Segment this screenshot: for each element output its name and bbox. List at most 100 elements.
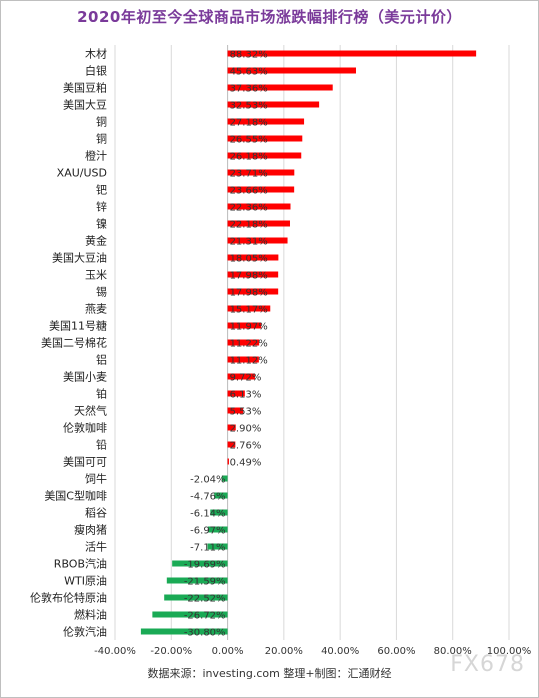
data-label: 22.36% xyxy=(230,203,268,214)
data-label: 11.97% xyxy=(230,322,268,333)
data-label: 5.53% xyxy=(230,407,262,418)
bar xyxy=(172,560,228,567)
category-label: RBOB汽油 xyxy=(54,557,107,571)
category-label: 木材 xyxy=(85,47,107,61)
category-label: 伦敦布伦特原油 xyxy=(30,591,107,605)
category-label: 稻谷 xyxy=(85,507,107,520)
data-label: 6.13% xyxy=(230,390,262,401)
category-label: 玉米 xyxy=(85,269,107,282)
data-label: 2.76% xyxy=(230,441,262,452)
category-label: 美国11号糖 xyxy=(49,319,107,333)
data-label: 23.71% xyxy=(230,169,268,180)
x-tick-label: 0.00% xyxy=(212,646,244,657)
category-label: 天然气 xyxy=(74,404,107,418)
x-tick-label: 20.00% xyxy=(265,646,303,657)
data-label: -2.04% xyxy=(190,475,225,486)
bar xyxy=(227,67,356,74)
x-tick-label: 80.00% xyxy=(434,646,472,657)
data-label: 18.05% xyxy=(230,254,268,265)
x-tick-label: 60.00% xyxy=(377,646,415,657)
category-label: 锌 xyxy=(96,200,107,214)
data-label: 17.98% xyxy=(230,288,268,299)
data-label: -26.72% xyxy=(184,611,226,622)
source-note: 数据来源：investing.com 整理+制图：汇通财经 xyxy=(147,667,392,680)
bar xyxy=(207,526,228,533)
data-label: 26.18% xyxy=(230,152,268,163)
bar xyxy=(227,390,245,397)
bar xyxy=(227,441,236,448)
data-label: -19.69% xyxy=(184,560,226,571)
data-label: 9.72% xyxy=(230,373,262,384)
data-label: 88.32% xyxy=(230,50,268,61)
category-label: 活牛 xyxy=(85,540,107,554)
x-tick-label: -20.00% xyxy=(150,646,192,657)
bar xyxy=(227,220,290,227)
bar xyxy=(227,101,320,108)
data-label: 17.98% xyxy=(230,271,268,282)
data-label: 0.49% xyxy=(230,458,262,469)
data-label: 22.18% xyxy=(230,220,268,231)
category-label: 铂 xyxy=(96,387,107,401)
category-label: 美国大豆油 xyxy=(52,251,107,265)
category-label: 瘦肉猪 xyxy=(74,523,107,537)
bar xyxy=(227,135,303,142)
data-label: -4.76% xyxy=(190,492,225,503)
data-label: -21.59% xyxy=(184,577,226,588)
category-label: 美国大豆 xyxy=(63,98,107,112)
bar xyxy=(166,577,228,584)
bar xyxy=(210,509,228,516)
category-label: 钯 xyxy=(96,184,107,197)
category-label: 美国二号棉花 xyxy=(41,336,107,350)
bar xyxy=(227,271,279,278)
bar xyxy=(227,458,229,465)
bar xyxy=(227,356,259,363)
category-label: 伦敦汽油 xyxy=(63,625,107,639)
data-label: 11.12% xyxy=(230,356,268,367)
category-label: 铜 xyxy=(96,132,107,146)
bar xyxy=(207,543,228,550)
category-label: 伦敦咖啡 xyxy=(63,421,107,435)
bar xyxy=(227,118,305,125)
data-label: 21.31% xyxy=(230,237,268,248)
data-label: 32.53% xyxy=(230,101,268,112)
category-label: 铝 xyxy=(96,353,107,367)
data-label: 37.36% xyxy=(230,84,268,95)
bar xyxy=(227,373,255,380)
bar xyxy=(214,492,228,499)
category-label: 美国豆粕 xyxy=(63,81,107,95)
x-tick-label: 40.00% xyxy=(321,646,359,657)
category-label: 铜 xyxy=(96,115,107,129)
bar xyxy=(227,84,333,91)
data-label: 2.90% xyxy=(230,424,262,435)
bar xyxy=(164,594,228,601)
category-label: 美国C型咖啡 xyxy=(44,489,107,503)
chart-title: 2020年初至今全球商品市场涨跌幅排行榜（美元计价） xyxy=(77,8,462,26)
category-label: 黄金 xyxy=(85,234,107,248)
x-tick-label: 100.00% xyxy=(487,646,532,657)
category-label: 白银 xyxy=(85,64,107,78)
bar xyxy=(227,169,295,176)
data-label: 15.17% xyxy=(230,305,268,316)
category-label: 美国小麦 xyxy=(63,371,107,384)
data-label: 45.63% xyxy=(230,67,268,78)
data-label: 23.66% xyxy=(230,186,268,197)
category-label: 铅 xyxy=(96,438,107,452)
bar xyxy=(227,424,236,431)
bar xyxy=(227,407,244,414)
bar xyxy=(221,475,228,482)
bar xyxy=(227,186,295,193)
data-label: -6.14% xyxy=(190,509,225,520)
category-label: XAU/USD xyxy=(57,167,107,180)
category-label: 锡 xyxy=(96,285,107,299)
data-label: 27.18% xyxy=(230,118,268,129)
bar xyxy=(227,305,271,312)
bar xyxy=(227,237,288,244)
bar xyxy=(227,288,279,295)
category-label: 美国可可 xyxy=(63,456,107,469)
category-label: WTI原油 xyxy=(64,574,107,588)
category-label: 燃料油 xyxy=(74,608,107,622)
category-label: 饲牛 xyxy=(85,472,107,486)
data-label: -22.52% xyxy=(184,594,226,605)
data-label: -30.80% xyxy=(184,628,226,639)
category-label: 橙汁 xyxy=(85,149,107,163)
